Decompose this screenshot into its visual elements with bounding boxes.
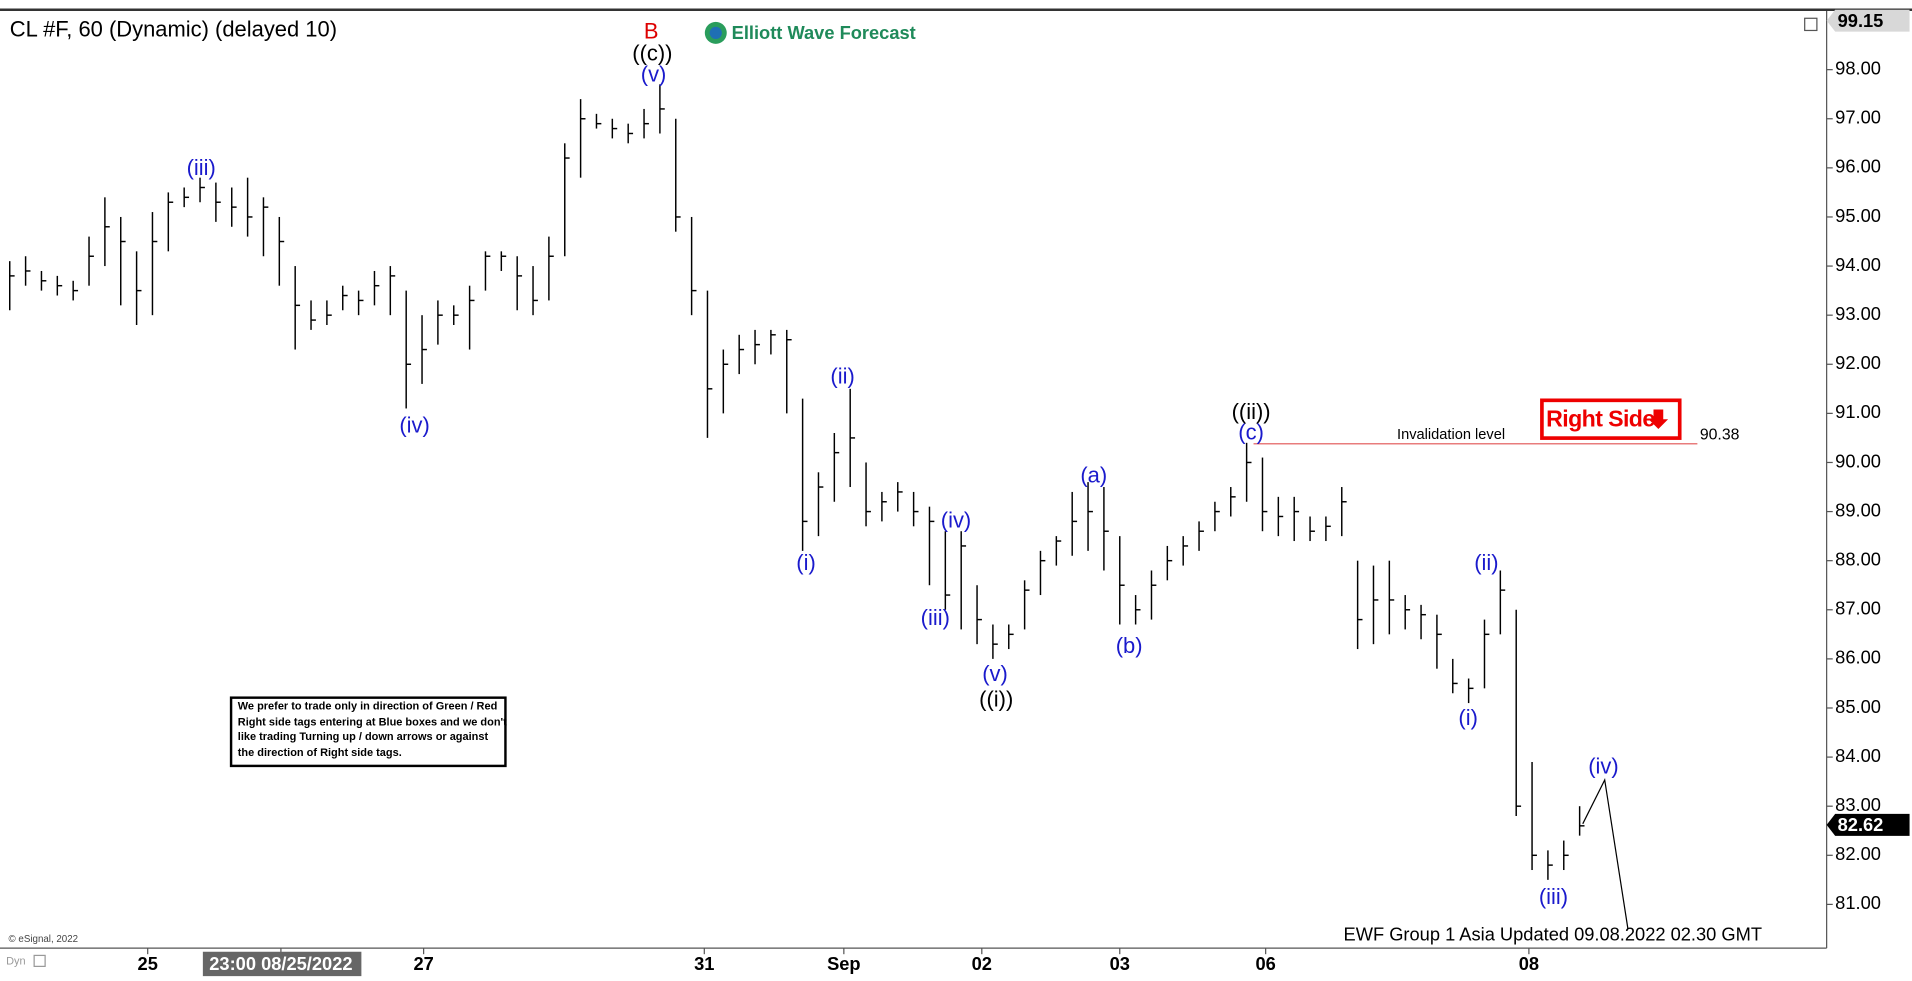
y-tick-label: 94.00 (1835, 254, 1881, 275)
wave-label: (ii) (1474, 550, 1498, 575)
wave-label: (iii) (1539, 884, 1568, 909)
x-tick-label: 08 (1519, 953, 1539, 974)
invalidation-label: Invalidation level (1397, 427, 1505, 443)
logo: Elliott Wave Forecast (704, 21, 916, 44)
corner-icon[interactable] (33, 954, 46, 967)
wave-label: (i) (796, 550, 816, 575)
tag-frame (1540, 398, 1682, 440)
note-frame (229, 696, 507, 768)
wave-label: (a) (1080, 462, 1107, 487)
y-tick-label: 93.00 (1835, 303, 1881, 324)
note-line: Right side tags entering at Blue boxes a… (238, 717, 507, 729)
x-tick-label: 02 (972, 953, 992, 974)
y-tick-label: 98.00 (1835, 57, 1881, 78)
y-tick-label: 81.00 (1835, 892, 1881, 913)
price-marker-label: 82.62 (1838, 814, 1884, 835)
logo-text: Elliott Wave Forecast (732, 22, 916, 43)
wave-label: (iv) (941, 507, 971, 532)
corner-label: Dyn (6, 955, 26, 967)
y-tick-label: 89.00 (1835, 499, 1881, 520)
price-marker-label: 99.15 (1838, 10, 1884, 31)
wave-label: (ii) (830, 364, 854, 389)
bars (9, 84, 1585, 880)
x-tick-label: 31 (694, 953, 714, 974)
wave-label: ((ii)) (1232, 399, 1271, 424)
wave-label: (iv) (1588, 754, 1618, 779)
y-tick-label: 82.00 (1835, 843, 1881, 864)
projection-path (1582, 777, 1629, 929)
tag-arrow (1648, 409, 1669, 429)
note-line: the direction of Right side tags. (238, 747, 402, 759)
chart-title: CL #F, 60 (Dynamic) (delayed 10) (10, 16, 337, 41)
note-line: like trading Turning up / down arrows or… (238, 731, 489, 743)
y-tick-label: 84.00 (1835, 745, 1881, 766)
wave-label: ((i)) (979, 687, 1013, 712)
wave-label: B (644, 19, 659, 44)
x-tick-label: 27 (413, 953, 433, 974)
y-tick-label: 85.00 (1835, 696, 1881, 717)
invalidation-value: 90.38 (1700, 426, 1740, 443)
y-tick-label: 83.00 (1835, 794, 1881, 815)
y-tick-label: 90.00 (1835, 450, 1881, 471)
wave-label: ((c)) (632, 41, 672, 66)
wave-label: (i) (1458, 705, 1478, 730)
price-axis-bg (1826, 9, 1912, 949)
y-tick-label: 88.00 (1835, 549, 1881, 570)
copyright: © eSignal, 2022 (9, 934, 79, 945)
tag-text: Right Side (1546, 406, 1655, 432)
wave-label: (v) (641, 61, 667, 86)
x-tick-label: 23:00 08/25/2022 (209, 953, 352, 974)
y-tick-label: 92.00 (1835, 352, 1881, 373)
wave-label: (b) (1116, 633, 1143, 658)
y-tick-label: 96.00 (1835, 156, 1881, 177)
wave-label: (c) (1238, 420, 1264, 445)
note-box: We prefer to trade only in direction of … (229, 696, 507, 768)
y-tick-label: 87.00 (1835, 598, 1881, 619)
x-tick-label: 03 (1110, 953, 1130, 974)
y-tick-label: 97.00 (1835, 107, 1881, 128)
price-marker-box (1826, 813, 1910, 836)
wave-label: (iv) (399, 412, 429, 437)
x-tick-label: 06 (1255, 953, 1275, 974)
window-icon[interactable] (1804, 17, 1818, 32)
y-tick-label: 86.00 (1835, 647, 1881, 668)
wave-label: (iii) (921, 605, 950, 630)
y-tick-label: 95.00 (1835, 205, 1881, 226)
note-line: We prefer to trade only in direction of … (238, 701, 498, 713)
price-marker-box (1826, 9, 1910, 32)
wave-label: (iii) (187, 155, 216, 180)
y-tick-label: 91.00 (1835, 401, 1881, 422)
wave-label: (v) (982, 661, 1008, 686)
footer-text: EWF Group 1 Asia Updated 09.08.2022 02.3… (1344, 924, 1762, 945)
logo-icon-inner (709, 26, 722, 39)
x-tick-label: 25 (138, 953, 158, 974)
right-side-tag: Right Side (1540, 398, 1682, 440)
x-tick-label: Sep (827, 953, 861, 974)
x-cursor-box (202, 951, 362, 977)
